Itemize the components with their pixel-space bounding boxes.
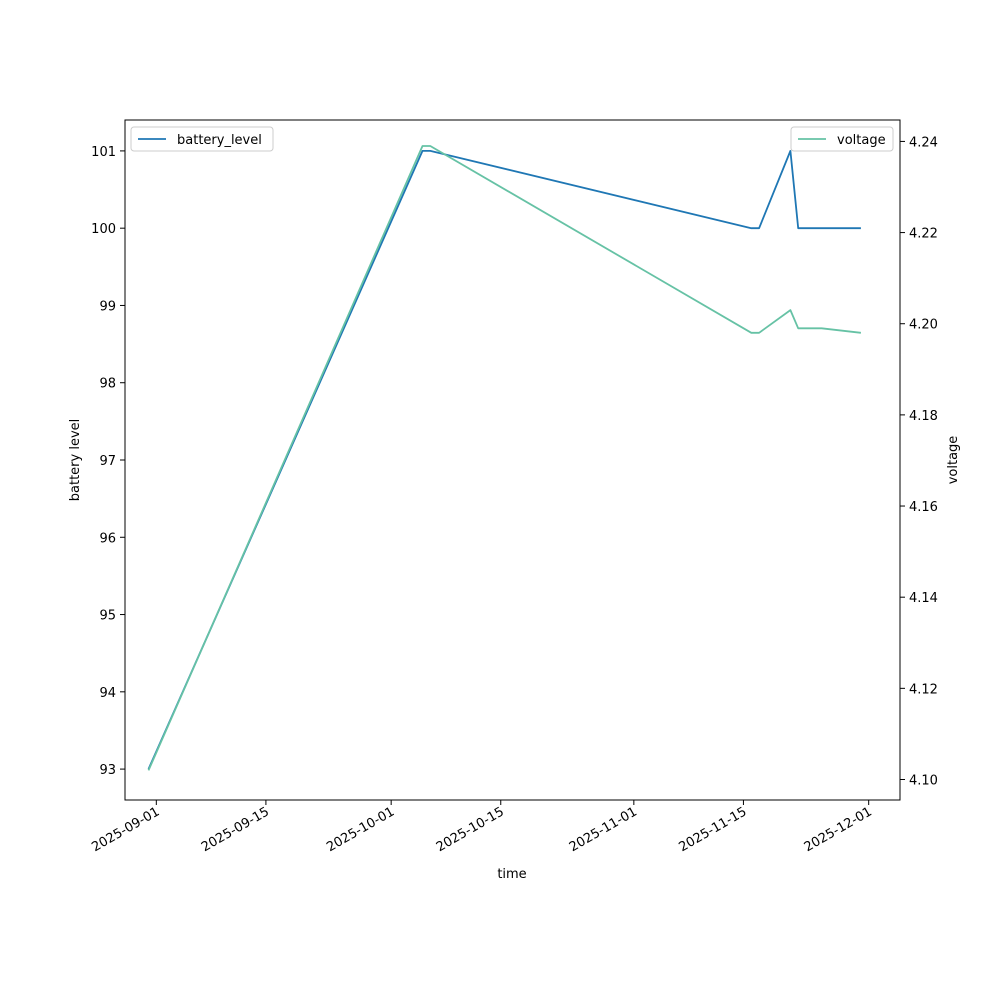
legend-label-voltage: voltage bbox=[837, 133, 886, 148]
x-tick-label: 2025-09-15 bbox=[199, 804, 272, 855]
y-tick-label: 95 bbox=[99, 609, 116, 624]
x-axis-ticks: 2025-09-01 2025-09-15 2025-10-01 2025-10-15… bbox=[89, 800, 875, 855]
y-tick-label: 93 bbox=[99, 763, 116, 778]
x-tick-label: 2025-10-15 bbox=[434, 804, 507, 855]
y2-tick-label: 4.12 bbox=[909, 682, 938, 697]
y2-tick-label: 4.20 bbox=[909, 318, 938, 333]
x-tick-label: 2025-11-01 bbox=[567, 804, 640, 855]
series-line-voltage bbox=[147, 145, 862, 771]
legend-voltage: voltage bbox=[790, 126, 894, 152]
y-tick-label: 96 bbox=[99, 531, 116, 546]
y-axis-label: battery level bbox=[68, 419, 83, 502]
y2-tick-label: 4.22 bbox=[909, 227, 938, 242]
plot-frame bbox=[124, 119, 901, 801]
y-axis-ticks: 93 94 95 96 97 98 99 100 101 bbox=[91, 145, 125, 778]
x-tick-label: 2025-09-01 bbox=[89, 804, 162, 855]
x-tick-label: 2025-12-01 bbox=[802, 804, 875, 855]
series-lines bbox=[147, 145, 862, 771]
y2-tick-label: 4.16 bbox=[909, 500, 938, 515]
y2-tick-label: 4.24 bbox=[909, 135, 938, 150]
x-tick-label: 2025-10-01 bbox=[324, 804, 397, 855]
y2-axis-ticks: 4.10 4.12 4.14 4.16 4.18 4.20 4.22 4.24 bbox=[900, 135, 938, 788]
y-tick-label: 101 bbox=[91, 145, 116, 160]
y-tick-label: 94 bbox=[99, 686, 116, 701]
legend-label-battery-level: battery_level bbox=[177, 133, 262, 148]
y-tick-label: 98 bbox=[99, 377, 116, 392]
y2-tick-label: 4.10 bbox=[909, 773, 938, 788]
y2-axis-label: voltage bbox=[946, 436, 961, 485]
x-tick-label: 2025-11-15 bbox=[676, 804, 749, 855]
y-tick-label: 99 bbox=[99, 299, 116, 314]
legend-battery-level: battery_level bbox=[130, 126, 274, 152]
y-tick-label: 100 bbox=[91, 222, 116, 237]
series-line-battery-level bbox=[147, 149, 861, 770]
y-tick-label: 97 bbox=[99, 454, 116, 469]
x-axis-label: time bbox=[497, 867, 526, 882]
y2-tick-label: 4.14 bbox=[909, 591, 938, 606]
y2-tick-label: 4.18 bbox=[909, 409, 938, 424]
legend-box bbox=[790, 126, 894, 152]
legend-box bbox=[130, 126, 274, 152]
